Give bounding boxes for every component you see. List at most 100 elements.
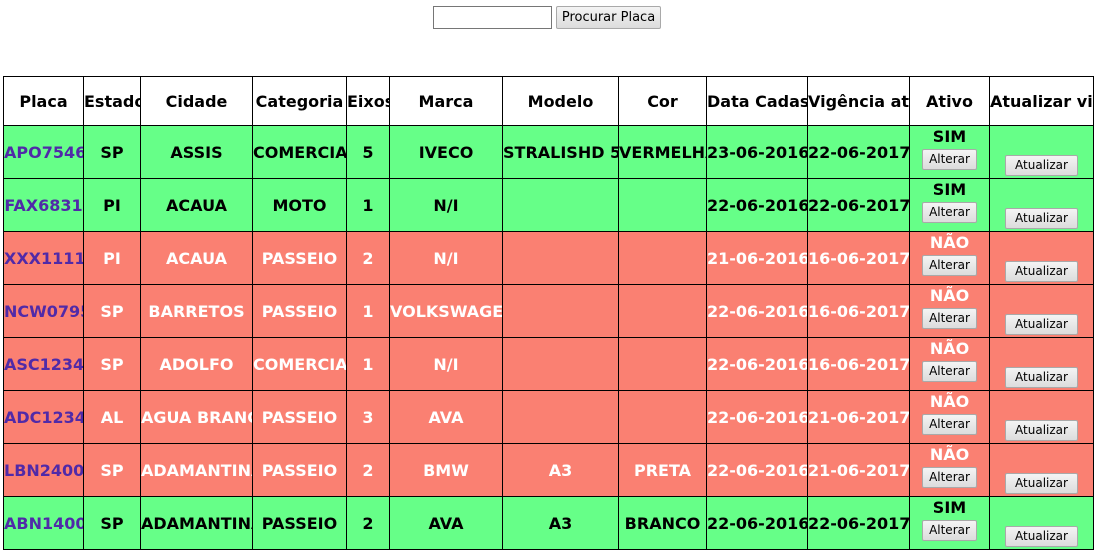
alterar-button[interactable]: Alterar [922, 202, 977, 223]
placa-cell[interactable]: ADC1234 [3, 390, 84, 444]
atualizar-cell: Atualizar [989, 284, 1094, 338]
vigencia-cell: 21-06-2017 16:59 [807, 443, 910, 497]
modelo-cell: A3 [502, 496, 619, 550]
table-row: ASC1234SPADOLFOCOMERCIAL1N/I 22-06-2016 1… [3, 337, 1094, 391]
alterar-button[interactable]: Alterar [922, 149, 977, 170]
vigencia-cell: 16-06-2017 14:41 [807, 284, 910, 338]
alterar-button[interactable]: Alterar [922, 361, 977, 382]
data-cadastro-cell: 22-06-2016 18:26 [706, 496, 808, 550]
ativo-cell: NÃO Alterar [909, 390, 990, 444]
marca-cell: BMW [389, 443, 503, 497]
atualizar-cell: Atualizar [989, 390, 1094, 444]
cidade-cell: ACAUA [140, 231, 253, 285]
estado-cell: SP [83, 284, 141, 338]
placa-cell[interactable]: ABN1400 [3, 496, 84, 550]
modelo-cell [502, 178, 619, 232]
modelo-cell [502, 231, 619, 285]
eixos-cell: 5 [346, 125, 390, 179]
atualizar-button[interactable]: Atualizar [1005, 208, 1078, 229]
plate-search-input[interactable] [433, 6, 552, 29]
ativo-status: NÃO [929, 445, 970, 464]
estado-cell: SP [83, 496, 141, 550]
categoria-cell: COMERCIAL [252, 125, 347, 179]
alterar-button[interactable]: Alterar [922, 308, 977, 329]
cor-cell [618, 231, 707, 285]
vigencia-cell: 16-06-2017 14:41 [807, 231, 910, 285]
data-cadastro-cell: 22-06-2016 17:01 [706, 443, 808, 497]
eixos-cell: 1 [346, 284, 390, 338]
placa-cell[interactable]: ASC1234 [3, 337, 84, 391]
cor-cell [618, 284, 707, 338]
ativo-cell: SIM Alterar [909, 496, 990, 550]
data-cadastro-cell: 23-06-2016 18:03 [706, 125, 808, 179]
ativo-status: NÃO [929, 392, 970, 411]
modelo-cell: STRALISHD 570S38TN [502, 125, 619, 179]
atualizar-cell: Atualizar [989, 443, 1094, 497]
alterar-button[interactable]: Alterar [922, 255, 977, 276]
ativo-status: SIM [932, 498, 967, 517]
atualizar-cell: Atualizar [989, 231, 1094, 285]
estado-cell: PI [83, 178, 141, 232]
header-cor: Cor [618, 76, 707, 126]
atualizar-cell: Atualizar [989, 178, 1094, 232]
modelo-cell [502, 284, 619, 338]
ativo-cell: SIM Alterar [909, 125, 990, 179]
marca-cell: N/I [389, 231, 503, 285]
header-ativo: Ativo [909, 76, 990, 126]
header-data-cadastro: Data Cadastro [706, 76, 808, 126]
table-row: ABN1400 SP ADAMANTINA PASSEIO 2 AVA A3 BRANCO 22… [3, 496, 1094, 550]
cor-cell [618, 337, 707, 391]
cidade-cell: ADAMANTINA [140, 496, 253, 550]
ativo-status: NÃO [929, 339, 970, 358]
table-header-row: Placa Estado Cidade Categoria Eixos Marc… [3, 76, 1094, 126]
ativo-status: NÃO [929, 233, 970, 252]
header-atualizar-vigencia: Atualizar vigência [989, 76, 1094, 126]
header-eixos: Eixos [346, 76, 390, 126]
marca-cell: N/I [389, 337, 503, 391]
atualizar-button[interactable]: Atualizar [1005, 367, 1078, 388]
categoria-cell: PASSEIO [252, 496, 347, 550]
atualizar-button[interactable]: Atualizar [1005, 155, 1078, 176]
atualizar-button[interactable]: Atualizar [1005, 473, 1078, 494]
data-cadastro-cell: 21-06-2016 15:35 [706, 231, 808, 285]
placa-cell[interactable]: FAX6831 [3, 178, 84, 232]
estado-cell: SP [83, 443, 141, 497]
placa-cell[interactable]: NCW0795 [3, 284, 84, 338]
atualizar-button[interactable]: Atualizar [1005, 420, 1078, 441]
placa-cell[interactable]: XXX1111 [3, 231, 84, 285]
placa-cell[interactable]: APO7546 [3, 125, 84, 179]
marca-cell: IVECO [389, 125, 503, 179]
header-cidade: Cidade [140, 76, 253, 126]
modelo-cell [502, 337, 619, 391]
data-cadastro-cell: 22-06-2016 17:01 [706, 390, 808, 444]
vigencia-cell: 16-06-2017 14:42 [807, 337, 910, 391]
cor-cell [618, 390, 707, 444]
alterar-button[interactable]: Alterar [922, 520, 977, 541]
cidade-cell: BARRETOS [140, 284, 253, 338]
vigencia-cell: 22-06-2017 18:30 [807, 178, 910, 232]
alterar-button[interactable]: Alterar [922, 414, 977, 435]
cidade-cell: ACAUA [140, 178, 253, 232]
eixos-cell: 2 [346, 443, 390, 497]
header-marca: Marca [389, 76, 503, 126]
table-row: NCW0795SPBARRETOSPASSEIO1VOLKSWAGEN 22-06… [3, 284, 1094, 338]
cor-cell [618, 178, 707, 232]
atualizar-button[interactable]: Atualizar [1005, 261, 1078, 282]
estado-cell: SP [83, 125, 141, 179]
atualizar-button[interactable]: Atualizar [1005, 314, 1078, 335]
eixos-cell: 2 [346, 496, 390, 550]
categoria-cell: PASSEIO [252, 231, 347, 285]
atualizar-button[interactable]: Atualizar [1005, 526, 1078, 547]
cidade-cell: ADAMANTINA [140, 443, 253, 497]
marca-cell: AVA [389, 390, 503, 444]
placa-cell[interactable]: LBN2400 [3, 443, 84, 497]
cidade-cell: AGUA BRANCA [140, 390, 253, 444]
alterar-button[interactable]: Alterar [922, 467, 977, 488]
data-cadastro-cell: 22-06-2016 18:25 [706, 337, 808, 391]
search-plate-button[interactable]: Procurar Placa [556, 6, 661, 29]
ativo-status: NÃO [929, 286, 970, 305]
ativo-cell: NÃO Alterar [909, 337, 990, 391]
